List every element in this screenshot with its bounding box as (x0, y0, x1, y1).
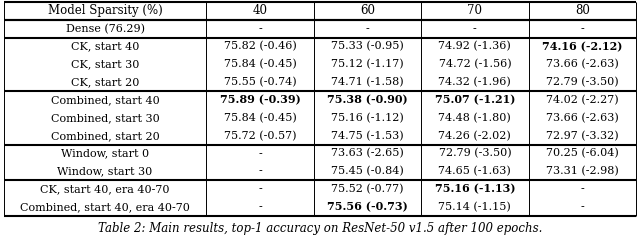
Text: 74.72 (-1.56): 74.72 (-1.56) (438, 59, 511, 70)
Text: 74.65 (-1.63): 74.65 (-1.63) (438, 166, 511, 177)
Text: 70: 70 (467, 4, 483, 17)
Text: -: - (580, 24, 584, 34)
Text: Combined, start 20: Combined, start 20 (51, 131, 159, 141)
Text: 73.66 (-2.63): 73.66 (-2.63) (546, 59, 619, 70)
Text: 70.25 (-6.04): 70.25 (-6.04) (546, 148, 619, 159)
Text: -: - (258, 166, 262, 176)
Text: 75.55 (-0.74): 75.55 (-0.74) (223, 77, 296, 87)
Text: 75.07 (-1.21): 75.07 (-1.21) (435, 95, 515, 106)
Text: 72.97 (-3.32): 72.97 (-3.32) (546, 130, 619, 141)
Text: 73.31 (-2.98): 73.31 (-2.98) (546, 166, 619, 177)
Text: 75.72 (-0.57): 75.72 (-0.57) (224, 130, 296, 141)
Text: -: - (258, 149, 262, 159)
Text: -: - (473, 24, 477, 34)
Text: Dense (76.29): Dense (76.29) (66, 24, 145, 34)
Text: 75.52 (-0.77): 75.52 (-0.77) (331, 184, 404, 194)
Text: 80: 80 (575, 4, 589, 17)
Text: 75.84 (-0.45): 75.84 (-0.45) (223, 113, 296, 123)
Text: 72.79 (-3.50): 72.79 (-3.50) (438, 148, 511, 159)
Text: 75.14 (-1.15): 75.14 (-1.15) (438, 202, 511, 212)
Text: 74.16 (-2.12): 74.16 (-2.12) (542, 41, 623, 52)
Text: 75.16 (-1.12): 75.16 (-1.12) (331, 113, 404, 123)
Text: CK, start 30: CK, start 30 (71, 60, 140, 69)
Text: -: - (580, 202, 584, 212)
Text: Combined, start 30: Combined, start 30 (51, 113, 159, 123)
Text: 74.92 (-1.36): 74.92 (-1.36) (438, 41, 511, 52)
Text: 75.56 (-0.73): 75.56 (-0.73) (327, 201, 408, 212)
Text: -: - (580, 184, 584, 194)
Text: 74.48 (-1.80): 74.48 (-1.80) (438, 113, 511, 123)
Text: 74.26 (-2.02): 74.26 (-2.02) (438, 130, 511, 141)
Text: 74.32 (-1.96): 74.32 (-1.96) (438, 77, 511, 87)
Text: -: - (258, 24, 262, 34)
Text: 74.71 (-1.58): 74.71 (-1.58) (331, 77, 404, 87)
Text: 75.16 (-1.13): 75.16 (-1.13) (435, 184, 515, 195)
Text: CK, start 40: CK, start 40 (71, 42, 140, 52)
Text: 73.63 (-2.65): 73.63 (-2.65) (331, 148, 404, 159)
Text: Window, start 30: Window, start 30 (58, 166, 153, 176)
Text: 40: 40 (252, 4, 268, 17)
Text: -: - (258, 202, 262, 212)
Text: 72.79 (-3.50): 72.79 (-3.50) (546, 77, 619, 87)
Text: Model Sparsity (%): Model Sparsity (%) (48, 4, 163, 17)
Text: Window, start 0: Window, start 0 (61, 149, 149, 159)
Text: -: - (258, 184, 262, 194)
Text: CK, start 20: CK, start 20 (71, 77, 140, 87)
Text: 75.12 (-1.17): 75.12 (-1.17) (331, 59, 404, 70)
Text: Combined, start 40, era 40-70: Combined, start 40, era 40-70 (20, 202, 190, 212)
Text: -: - (365, 24, 369, 34)
Text: 73.66 (-2.63): 73.66 (-2.63) (546, 113, 619, 123)
Text: 75.38 (-0.90): 75.38 (-0.90) (327, 95, 408, 106)
Text: 75.33 (-0.95): 75.33 (-0.95) (331, 41, 404, 52)
Text: CK, start 40, era 40-70: CK, start 40, era 40-70 (40, 184, 170, 194)
Text: 60: 60 (360, 4, 375, 17)
Text: 75.89 (-0.39): 75.89 (-0.39) (220, 95, 300, 106)
Text: 75.84 (-0.45): 75.84 (-0.45) (223, 59, 296, 70)
Text: 74.75 (-1.53): 74.75 (-1.53) (331, 130, 404, 141)
Text: 75.45 (-0.84): 75.45 (-0.84) (331, 166, 404, 177)
Text: 74.02 (-2.27): 74.02 (-2.27) (546, 95, 619, 105)
Text: Table 2: Main results, top-1 accuracy on ResNet-50 v1.5 after 100 epochs.: Table 2: Main results, top-1 accuracy on… (98, 222, 542, 235)
Text: Combined, start 40: Combined, start 40 (51, 95, 159, 105)
Text: 75.82 (-0.46): 75.82 (-0.46) (223, 41, 296, 52)
